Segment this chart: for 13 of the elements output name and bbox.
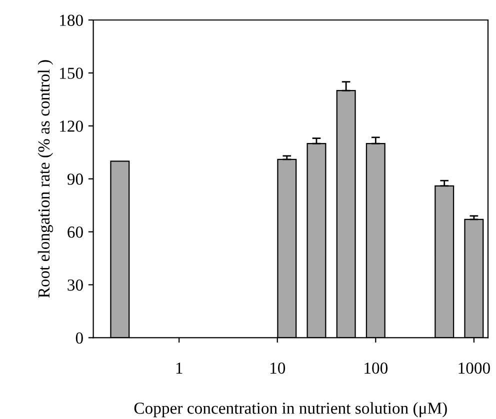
y-tick-label: 30 (68, 279, 83, 291)
y-tick-label: 150 (60, 68, 83, 79)
x-tick-label: 1 (176, 362, 182, 374)
y-tick-label: 60 (68, 226, 83, 238)
y-tick-label: 120 (60, 120, 83, 132)
y-tick-label: 90 (67, 174, 83, 185)
x-tick-label: 100 (364, 362, 388, 374)
x-tick-label: 1000 (458, 362, 490, 374)
y-axis-title: Root elongation rate (% as control ) (38, 60, 54, 298)
y-tick-label: 180 (60, 14, 83, 26)
x-tick-label: 10 (270, 362, 286, 374)
y-tick-label: 0 (76, 332, 83, 344)
x-axis-title: Copper concentration in nutrient solution (μM) (134, 402, 447, 418)
